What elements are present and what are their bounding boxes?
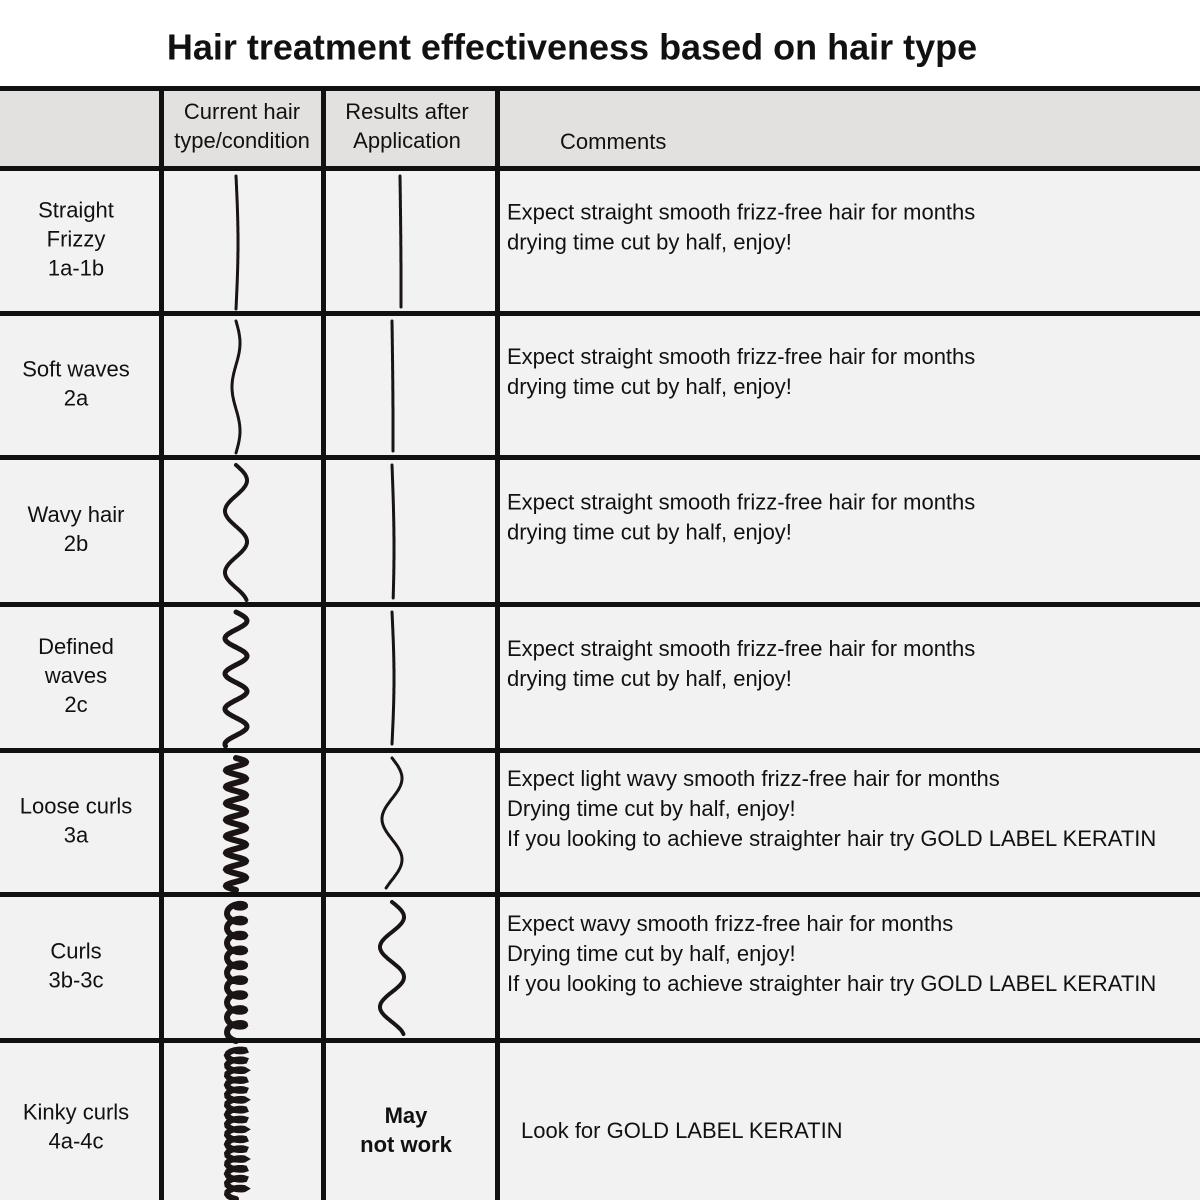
row-label: 2a xyxy=(64,385,89,410)
row-label: 2c xyxy=(64,692,87,717)
column-header: Application xyxy=(353,128,461,153)
row-label: 1a-1b xyxy=(48,255,104,280)
body-bg xyxy=(0,168,1200,1200)
hair-drawing xyxy=(223,463,249,602)
row-divider xyxy=(0,748,1200,753)
top-border xyxy=(0,86,1200,91)
column-header: type/condition xyxy=(174,128,310,153)
header-bg xyxy=(0,90,1200,168)
row-divider xyxy=(0,1038,1200,1043)
comment: Expect wavy smooth frizz-free hair for m… xyxy=(507,911,953,936)
hair-drawing xyxy=(390,319,395,453)
row-label: waves xyxy=(44,663,107,688)
comment: drying time cut by half, enjoy! xyxy=(507,519,792,544)
comment: Expect light wavy smooth frizz-free hair… xyxy=(507,766,1000,791)
hair-drawing xyxy=(222,755,250,893)
column-header: Current hair xyxy=(184,99,300,124)
hair-drawing xyxy=(222,609,250,749)
comment: drying time cut by half, enjoy! xyxy=(507,229,792,254)
hair-drawing xyxy=(398,174,403,309)
column-divider xyxy=(159,90,164,1200)
result-text: May xyxy=(385,1103,429,1128)
column-header: Comments xyxy=(560,129,666,154)
hair-drawing xyxy=(234,174,240,311)
row-label: Loose curls xyxy=(20,793,133,818)
comment: Look for GOLD LABEL KERATIN xyxy=(521,1118,843,1143)
row-label: 4a-4c xyxy=(48,1128,103,1153)
row-divider xyxy=(0,892,1200,897)
hair-drawing xyxy=(230,319,242,455)
row-label: Straight xyxy=(38,197,114,222)
row-divider xyxy=(0,455,1200,460)
comment: Drying time cut by half, enjoy! xyxy=(507,796,796,821)
row-label: Frizzy xyxy=(47,226,106,251)
row-label: 3a xyxy=(64,822,89,847)
result-text: not work xyxy=(360,1132,452,1157)
row-label: Soft waves xyxy=(22,356,130,381)
row-divider xyxy=(0,311,1200,316)
comment: drying time cut by half, enjoy! xyxy=(507,666,792,691)
comment: Drying time cut by half, enjoy! xyxy=(507,941,796,966)
hair-drawing xyxy=(223,1046,251,1200)
hair-drawing xyxy=(380,756,404,890)
row-divider xyxy=(0,602,1200,607)
column-divider xyxy=(321,90,326,1200)
comment: Expect straight smooth frizz-free hair f… xyxy=(507,489,975,514)
column-header: Results after xyxy=(345,99,469,124)
column-divider xyxy=(495,90,500,1200)
row-label: 2b xyxy=(64,531,88,556)
row-divider xyxy=(0,166,1200,171)
row-label: 3b-3c xyxy=(48,967,103,992)
row-label: Curls xyxy=(50,938,101,963)
hair-drawing xyxy=(390,463,396,600)
comment: Expect straight smooth frizz-free hair f… xyxy=(507,199,975,224)
title: Hair treatment effectiveness based on ha… xyxy=(167,27,977,68)
row-label: Wavy hair xyxy=(28,502,125,527)
row-label: Kinky curls xyxy=(23,1099,129,1124)
hair-drawing xyxy=(378,900,406,1036)
comment: If you looking to achieve straighter hai… xyxy=(507,971,1156,996)
comment: Expect straight smooth frizz-free hair f… xyxy=(507,636,975,661)
row-label: Defined xyxy=(38,634,114,659)
hair-drawing xyxy=(223,900,249,1044)
comment: Expect straight smooth frizz-free hair f… xyxy=(507,344,975,369)
comment: If you looking to achieve straighter hai… xyxy=(507,826,1156,851)
hair-drawing xyxy=(390,610,396,746)
comment: drying time cut by half, enjoy! xyxy=(507,374,792,399)
